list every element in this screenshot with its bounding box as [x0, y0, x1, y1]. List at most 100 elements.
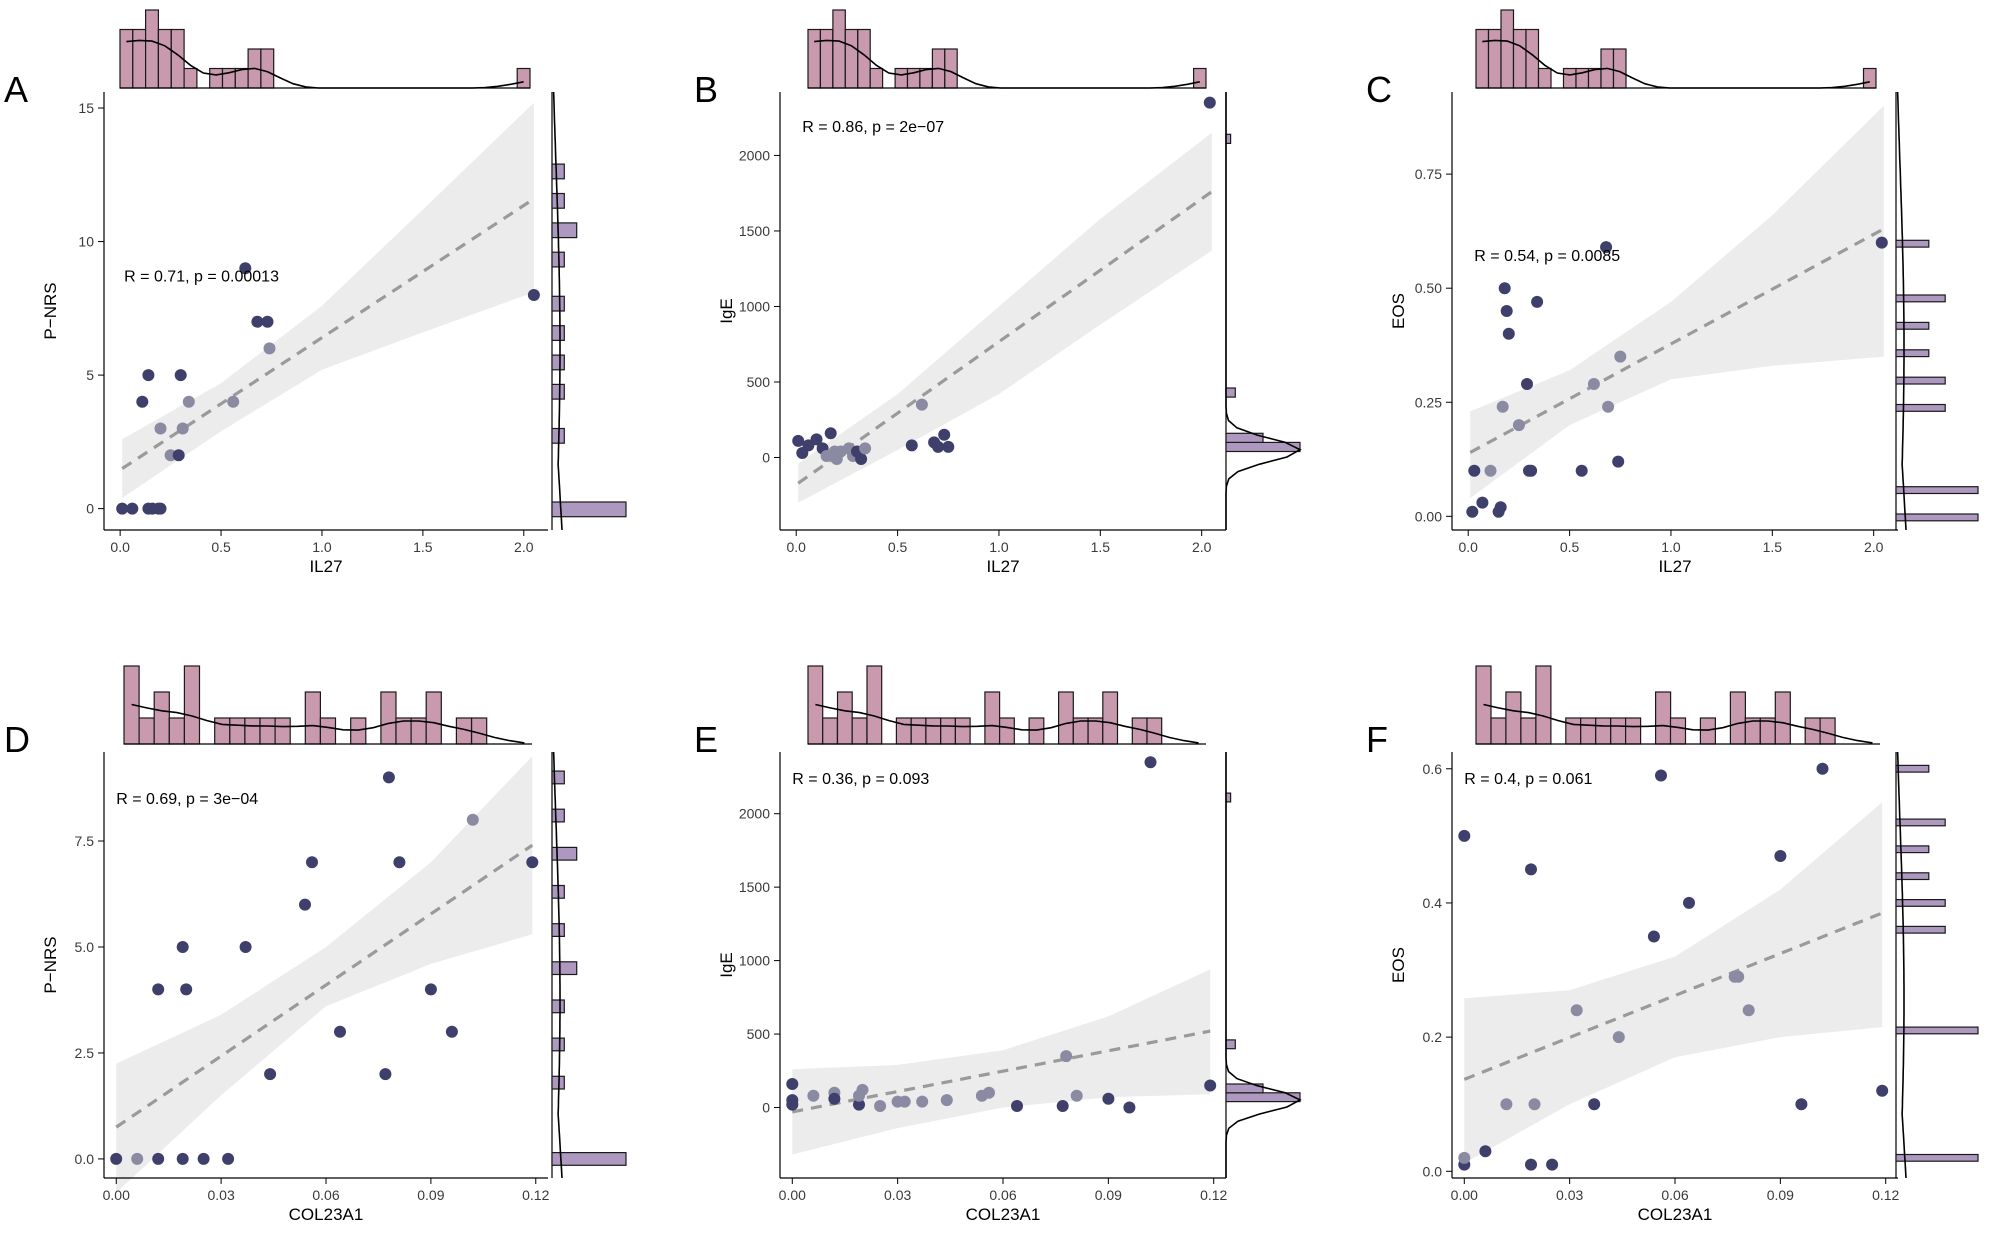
top-marginal-histogram: [1475, 9, 1877, 89]
data-point: [424, 983, 437, 996]
top-density-curve: [131, 703, 525, 744]
side-hist-bar: [551, 163, 565, 180]
side-hist-bar: [1225, 432, 1264, 443]
top-marginal-histogram: [123, 665, 532, 745]
data-point: [176, 422, 189, 435]
data-point: [1774, 850, 1787, 862]
top-hist-bar: [260, 48, 275, 89]
side-hist-bar: [551, 923, 565, 938]
side-marginal-histogram: [1225, 752, 1302, 1178]
y-tick-label: 500: [747, 1026, 771, 1042]
top-hist-bar: [1612, 48, 1627, 89]
data-point: [1123, 1101, 1136, 1114]
data-point: [1500, 305, 1513, 317]
top-hist-bar: [998, 717, 1015, 745]
data-point: [1525, 863, 1537, 876]
data-point: [1588, 1098, 1601, 1111]
top-hist-bar: [894, 67, 909, 89]
x-tick-label: 1.0: [312, 539, 332, 555]
stat-annotation: R = 0.86, p = 2e−07: [802, 119, 944, 136]
side-marginal-histogram: [551, 751, 627, 1179]
side-hist-bar: [1895, 349, 1930, 358]
panel-a: A 0.0 0.5 1.0 1.5 2.0 0 5 10 15 IL27 P−NRS R = 0.71,…: [4, 9, 627, 576]
side-density-curve: [552, 91, 563, 531]
data-point: [940, 1094, 953, 1107]
side-density-curve: [1225, 92, 1302, 530]
top-hist-bar: [832, 9, 846, 89]
confidence-band: [116, 756, 533, 1193]
top-hist-bar: [895, 717, 912, 745]
regression-line: [797, 190, 1213, 485]
x-tick-label: 0.09: [1767, 1187, 1794, 1203]
x-tick-label: 0.5: [211, 539, 231, 555]
data-point: [154, 422, 167, 435]
y-tick-label: 2000: [739, 147, 770, 163]
top-hist-bar: [183, 67, 198, 89]
top-hist-bar: [214, 717, 231, 745]
side-density-curve: [1896, 91, 1907, 531]
top-hist-bar: [259, 717, 276, 745]
data-point: [1458, 1151, 1471, 1164]
data-point: [915, 398, 928, 411]
top-hist-bar: [1487, 28, 1502, 89]
data-point: [222, 1152, 235, 1165]
panel-b: B 0.0 0.5 1.0 1.5 2.0 0 500 1000 1500 2000 IL27 IgE R…: [694, 9, 1302, 576]
y-tick-label: 0.0: [1423, 1163, 1443, 1179]
x-tick-label: 0.12: [1872, 1187, 1899, 1203]
data-point: [1732, 970, 1745, 983]
data-point: [786, 1078, 799, 1090]
x-tick-label: 0.06: [312, 1187, 339, 1203]
data-point: [152, 1152, 165, 1165]
top-hist-bar: [1669, 717, 1687, 745]
x-tick-label: 2.0: [514, 539, 534, 555]
data-point: [1795, 1098, 1808, 1111]
top-hist-bar: [1654, 691, 1672, 745]
top-hist-bar: [153, 691, 170, 745]
y-tick-label: 0.4: [1423, 895, 1443, 911]
top-hist-bar: [984, 691, 1001, 745]
panel-label: D: [4, 719, 30, 760]
y-tick-label: 0.75: [1415, 166, 1442, 182]
data-point: [239, 941, 252, 953]
data-point: [1494, 501, 1507, 514]
data-point: [1546, 1158, 1559, 1171]
y-tick-label: 5.0: [75, 939, 95, 955]
data-point: [1531, 295, 1544, 308]
data-point: [1466, 505, 1479, 518]
y-tick-label: 1500: [739, 879, 770, 895]
data-point: [445, 1025, 458, 1038]
y-tick-label: 7.5: [75, 833, 95, 849]
top-hist-bar: [851, 717, 868, 745]
data-point: [182, 395, 195, 408]
data-points: [786, 756, 1217, 1114]
panel-label: A: [4, 69, 28, 110]
data-point: [1496, 400, 1509, 413]
top-hist-bar: [910, 717, 927, 745]
y-tick-label: 0.00: [1415, 508, 1442, 524]
side-hist-bar: [1895, 239, 1930, 248]
x-tick-label: 0.12: [522, 1187, 549, 1203]
top-hist-bar: [425, 691, 442, 745]
data-point: [983, 1086, 995, 1099]
data-point: [1683, 896, 1695, 909]
data-point: [1498, 282, 1511, 295]
x-tick-label: 1.0: [1661, 539, 1681, 555]
data-point: [810, 433, 823, 446]
data-point: [154, 502, 167, 515]
top-hist-bar: [1565, 717, 1582, 745]
top-hist-bar: [138, 717, 155, 745]
data-point: [828, 1092, 841, 1105]
data-point: [1528, 1098, 1541, 1111]
data-point: [792, 434, 805, 447]
x-tick-label: 0.0: [1458, 539, 1478, 555]
y-axis-title: IgE: [717, 298, 736, 324]
data-point: [786, 1098, 799, 1111]
side-hist-bar: [1895, 818, 1946, 827]
top-hist-bar: [304, 691, 321, 745]
side-marginal-histogram: [1895, 751, 1979, 1179]
data-point: [855, 453, 868, 465]
regression-line: [115, 843, 534, 1129]
top-hist-bar: [1580, 717, 1597, 745]
side-marginal-histogram: [1895, 91, 1979, 531]
data-point: [859, 442, 872, 455]
